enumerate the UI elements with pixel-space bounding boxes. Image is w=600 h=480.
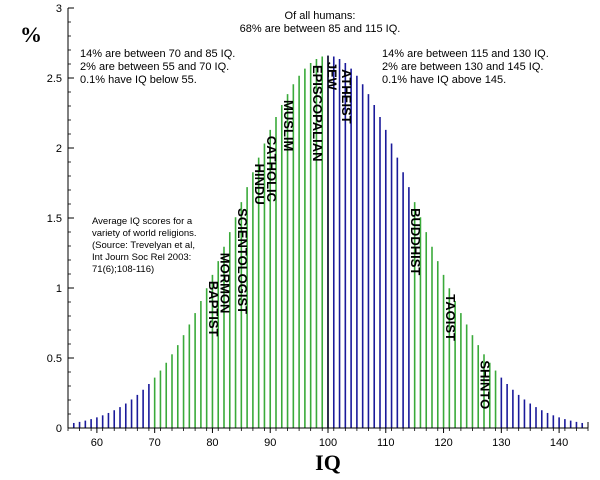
religion-label-hindu: HINDU bbox=[252, 164, 267, 205]
religion-label-jew: JEW bbox=[324, 62, 339, 91]
annotation-source: variety of world religions. bbox=[92, 228, 197, 239]
religion-label-episcopalian: EPISCOPALIAN bbox=[310, 65, 325, 162]
annotation-source: Average IQ scores for a bbox=[92, 216, 193, 227]
x-tick-label: 80 bbox=[206, 437, 218, 449]
x-tick-label: 60 bbox=[91, 437, 103, 449]
x-axis-label: IQ bbox=[315, 450, 341, 475]
annotation-top-right: 2% are between 130 and 145 IQ. bbox=[382, 61, 543, 73]
annotation-source: (Source: Trevelyan et al, bbox=[92, 240, 195, 251]
religion-label-shinto: SHINTO bbox=[478, 360, 493, 409]
religion-label-baptist: BAPTIST bbox=[206, 281, 221, 337]
annotation-top-left: 2% are between 55 and 70 IQ. bbox=[80, 61, 229, 73]
y-tick-label: 2.5 bbox=[47, 73, 62, 85]
annotation-top-left: 14% are between 70 and 85 IQ. bbox=[80, 48, 235, 60]
labels-group: Of all humans:68% are between 85 and 115… bbox=[80, 10, 549, 409]
religion-label-buddhist: BUDDHIST bbox=[408, 208, 423, 275]
annotation-source: 71(6);108-116) bbox=[92, 264, 154, 275]
religion-label-atheist: ATHEIST bbox=[339, 69, 354, 124]
religion-label-mormon: MORMON bbox=[218, 253, 233, 314]
y-tick-label: 3 bbox=[56, 3, 62, 15]
axes-group: 0 0.5 1 1.5 2 2.5 3 60 70 80 90 100 110 120 130 140% IQ bbox=[20, 3, 589, 475]
x-tick-label: 120 bbox=[434, 437, 452, 449]
x-tick-label: 90 bbox=[264, 437, 276, 449]
y-tick-label: 1.5 bbox=[47, 213, 62, 225]
x-tick-label: 70 bbox=[149, 437, 161, 449]
y-tick-label: 1 bbox=[56, 283, 62, 295]
annotation-top-left: 0.1% have IQ below 55. bbox=[80, 74, 197, 86]
annotation-top-center: 68% are between 85 and 115 IQ. bbox=[240, 23, 401, 35]
y-axis-label: % bbox=[20, 22, 42, 47]
x-tick-label: 130 bbox=[492, 437, 510, 449]
bars-group bbox=[72, 55, 584, 428]
y-tick-label: 2 bbox=[56, 143, 62, 155]
religion-label-taoist: TAOIST bbox=[443, 294, 458, 341]
annotation-top-right: 0.1% have IQ above 145. bbox=[382, 74, 506, 86]
annotation-source: Int Journ Soc Rel 2003: bbox=[92, 252, 191, 263]
x-tick-label: 140 bbox=[550, 437, 568, 449]
religion-label-catholic: CATHOLIC bbox=[264, 136, 279, 203]
y-tick-label: 0.5 bbox=[47, 353, 62, 365]
x-tick-label: 110 bbox=[377, 437, 395, 449]
religion-label-muslim: MUSLIM bbox=[281, 100, 296, 151]
annotation-top-right: 14% are between 115 and 130 IQ. bbox=[382, 48, 549, 60]
x-tick-label: 100 bbox=[319, 437, 337, 449]
annotation-top-center: Of all humans: bbox=[285, 10, 356, 22]
religion-label-scientologist: SCIENTOLOGIST bbox=[235, 208, 250, 314]
y-tick-label: 0 bbox=[56, 423, 62, 435]
